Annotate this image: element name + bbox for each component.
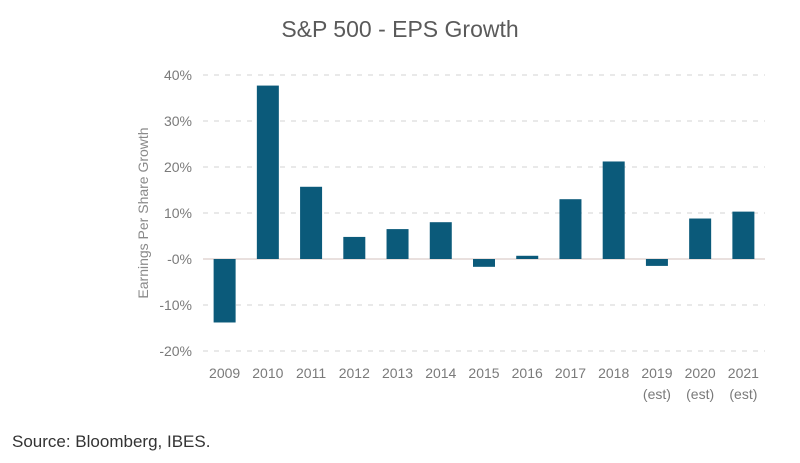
bar-2012 [343,236,366,259]
y-tick-label: -20% [159,343,192,359]
y-tick-label: -0% [167,251,192,267]
x-tick-sublabel: (est) [729,386,757,402]
bar-2009 [213,259,236,323]
y-tick-label: 10% [164,205,192,221]
x-tick-sublabel: (est) [686,386,714,402]
bar-2014 [429,222,452,259]
bar-2011 [300,186,323,259]
y-axis-ticks: 40% 30% 20% 10% -0% -10% -20% [159,67,192,359]
bar-2013 [386,229,409,259]
y-tick-label: 20% [164,159,192,175]
x-axis-ticks: 2009 2010 2011 2012 2013 2014 2015 2016 2017 2018… [209,365,759,402]
x-tick-label: 2013 [382,365,413,381]
y-tick-label: 30% [164,113,192,129]
y-tick-label: -10% [159,297,192,313]
bars [213,85,755,323]
gridlines [203,74,765,352]
bar-2010 [256,85,279,259]
x-tick-label: 2021 [728,365,759,381]
x-tick-label: 2009 [209,365,240,381]
bar-2020 [689,218,712,259]
bar-2019 [645,259,668,266]
x-tick-label: 2016 [512,365,543,381]
x-tick-label: 2012 [339,365,370,381]
x-tick-label: 2011 [296,365,326,381]
x-tick-label: 2020 [685,365,716,381]
bar-2018 [602,161,625,259]
x-tick-label: 2017 [555,365,586,381]
bar-2015 [473,259,495,267]
x-tick-label: 2018 [598,365,629,381]
y-axis-label: Earnings Per Share Growth [135,127,151,298]
x-tick-sublabel: (est) [643,386,671,402]
bar-2016 [516,255,539,259]
x-tick-label: 2019 [641,365,672,381]
bar-2021 [732,211,755,259]
y-tick-label: 40% [164,67,192,83]
bar-2017 [559,199,582,259]
chart-title: S&P 500 - EPS Growth [281,16,519,42]
x-tick-label: 2014 [425,365,456,381]
x-tick-label: 2015 [468,365,499,381]
x-tick-label: 2010 [252,365,283,381]
source-note: Source: Bloomberg, IBES. [12,432,211,451]
